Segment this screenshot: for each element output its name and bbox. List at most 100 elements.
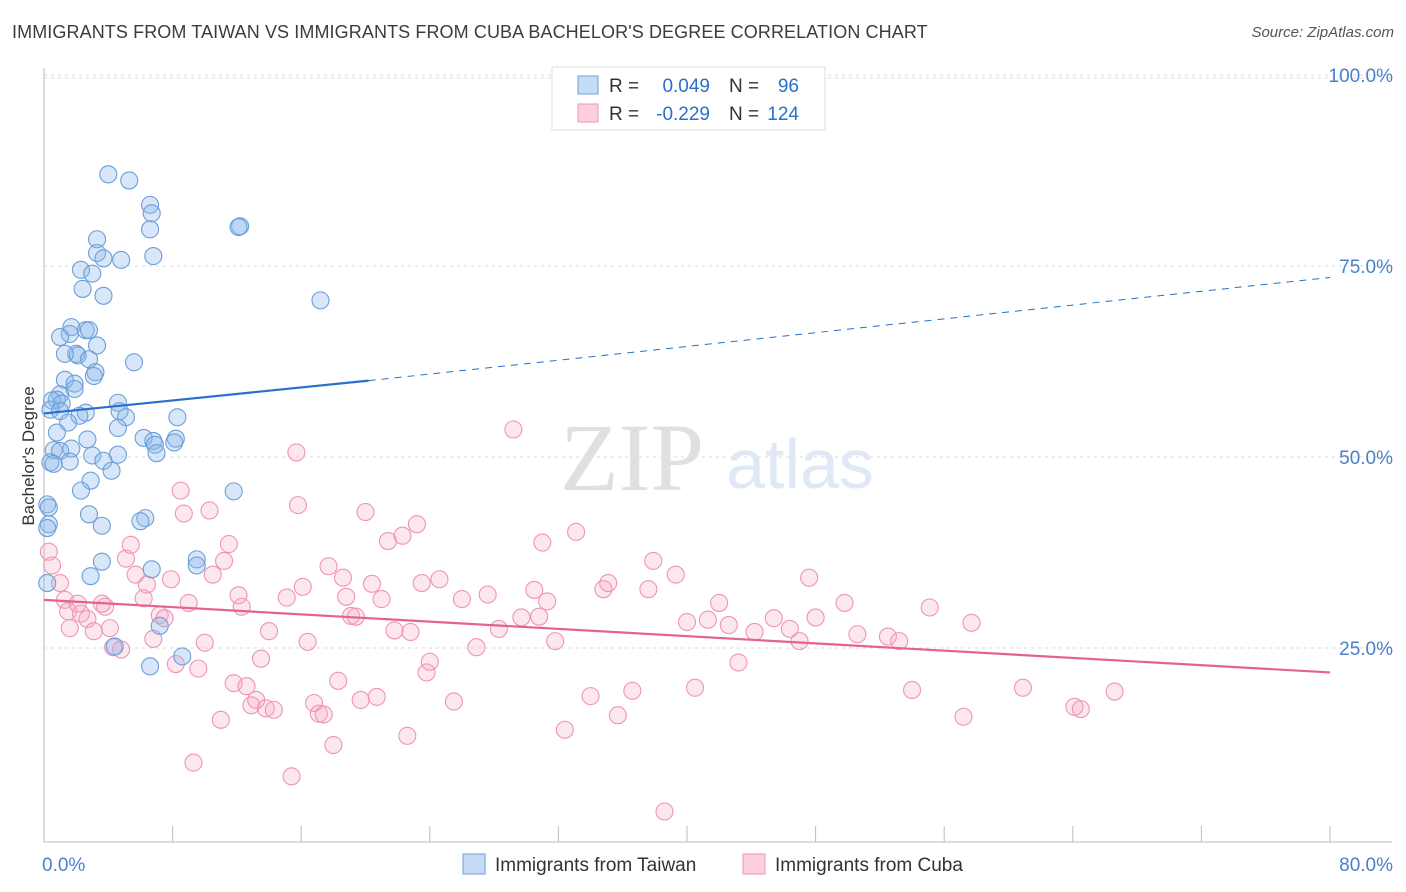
cuba-point	[351, 690, 370, 710]
taiwan-point	[70, 406, 89, 425]
cuba-point	[116, 549, 136, 568]
cuba-point	[444, 692, 463, 711]
cuba-point	[407, 515, 426, 534]
taiwan-point	[229, 217, 248, 237]
axes	[43, 68, 1392, 843]
cuba-point	[417, 663, 436, 682]
watermark-zip: ZIP	[560, 404, 704, 511]
cuba-point	[608, 706, 627, 725]
cuba-point	[655, 802, 674, 821]
cuba-point	[745, 622, 764, 642]
taiwan-point	[99, 165, 118, 184]
cuba-point	[430, 570, 449, 589]
cuba-point	[282, 767, 301, 786]
cuba-trend-line	[43, 598, 1331, 674]
legend-label-taiwan: Immigrants from Taiwan	[495, 855, 696, 876]
taiwan-point	[79, 505, 99, 524]
watermark: ZIP atlas	[560, 404, 874, 511]
taiwan-point	[41, 453, 60, 472]
cuba-point	[478, 585, 497, 604]
cuba-point	[412, 574, 431, 593]
taiwan-point	[108, 418, 127, 438]
taiwan-point	[73, 279, 92, 298]
cuba-point	[200, 501, 219, 520]
taiwan-point	[38, 574, 57, 593]
cuba-point	[644, 551, 663, 570]
cuba-point	[764, 609, 783, 628]
legend-n-value-cuba: 124	[767, 104, 799, 125]
cuba-point	[184, 753, 203, 772]
cuba-point	[623, 681, 642, 700]
cuba-point	[121, 535, 140, 554]
taiwan-point	[144, 247, 163, 266]
legend-n-value-taiwan: 96	[778, 76, 799, 97]
cuba-point	[337, 587, 356, 606]
cuba-point	[264, 700, 283, 719]
legend-swatch-taiwan-bottom	[462, 853, 486, 875]
cuba-point	[581, 687, 600, 706]
cuba-point	[174, 504, 193, 523]
cuba-point	[362, 574, 381, 593]
cuba-point	[237, 677, 256, 696]
cuba-point	[719, 616, 738, 635]
cuba-point	[96, 597, 115, 616]
cuba-point	[546, 632, 565, 651]
taiwan-point	[62, 439, 81, 458]
legend-swatch-cuba	[577, 103, 599, 123]
cuba-point	[229, 586, 248, 605]
taiwan-trend-extension	[368, 276, 1331, 382]
cuba-point	[51, 574, 70, 593]
cuba-point	[367, 687, 386, 706]
cuba-point	[385, 621, 404, 640]
taiwan-point	[92, 516, 111, 535]
taiwan-point	[150, 616, 169, 635]
taiwan-point	[124, 353, 144, 372]
cuba-point	[393, 526, 412, 545]
cuba-point	[195, 633, 214, 652]
taiwan-point	[142, 204, 161, 223]
taiwan-point	[102, 461, 121, 480]
taiwan-point	[311, 291, 330, 310]
taiwan-point	[231, 217, 250, 236]
cuba-point	[211, 710, 230, 729]
cuba-point	[288, 496, 308, 515]
cuba-point	[232, 597, 251, 616]
cuba-point	[134, 589, 153, 608]
cuba-point	[242, 696, 261, 715]
cuba-point	[401, 622, 420, 642]
cuba-point	[538, 592, 557, 611]
y-axis-label: Bachelor's Degree	[19, 386, 38, 525]
cuba-point	[161, 570, 181, 589]
cuba-point	[287, 443, 306, 462]
legend-r-value-taiwan: 0.049	[662, 76, 710, 97]
cuba-point	[800, 568, 819, 587]
cuba-point	[60, 619, 79, 638]
taiwan-point	[65, 374, 84, 393]
x-tick-label: 80.0%	[1339, 855, 1393, 876]
taiwan-point	[55, 370, 74, 389]
legend-label-cuba: Immigrants from Cuba	[775, 855, 963, 876]
taiwan-point	[92, 552, 111, 571]
taiwan-point	[38, 519, 57, 538]
cuba-point	[729, 653, 748, 672]
cuba-point	[398, 726, 417, 745]
taiwan-point	[94, 249, 113, 268]
cuba-point	[780, 619, 799, 638]
legend-r-label-cuba: R =	[609, 104, 639, 125]
taiwan-point	[141, 220, 160, 239]
cuba-point	[599, 574, 618, 593]
cuba-point	[1105, 682, 1124, 701]
taiwan-point	[112, 250, 131, 269]
x-tick-label: 0.0%	[42, 855, 85, 876]
cuba-point	[277, 588, 296, 607]
taiwan-point	[83, 446, 102, 465]
cuba-point	[698, 610, 717, 629]
cuba-point	[420, 652, 439, 671]
cuba-point	[567, 522, 586, 541]
taiwan-point	[47, 423, 66, 442]
taiwan-point	[79, 321, 99, 340]
cuba-point	[84, 622, 103, 641]
taiwan-point	[87, 230, 107, 249]
taiwan-point	[60, 324, 79, 344]
